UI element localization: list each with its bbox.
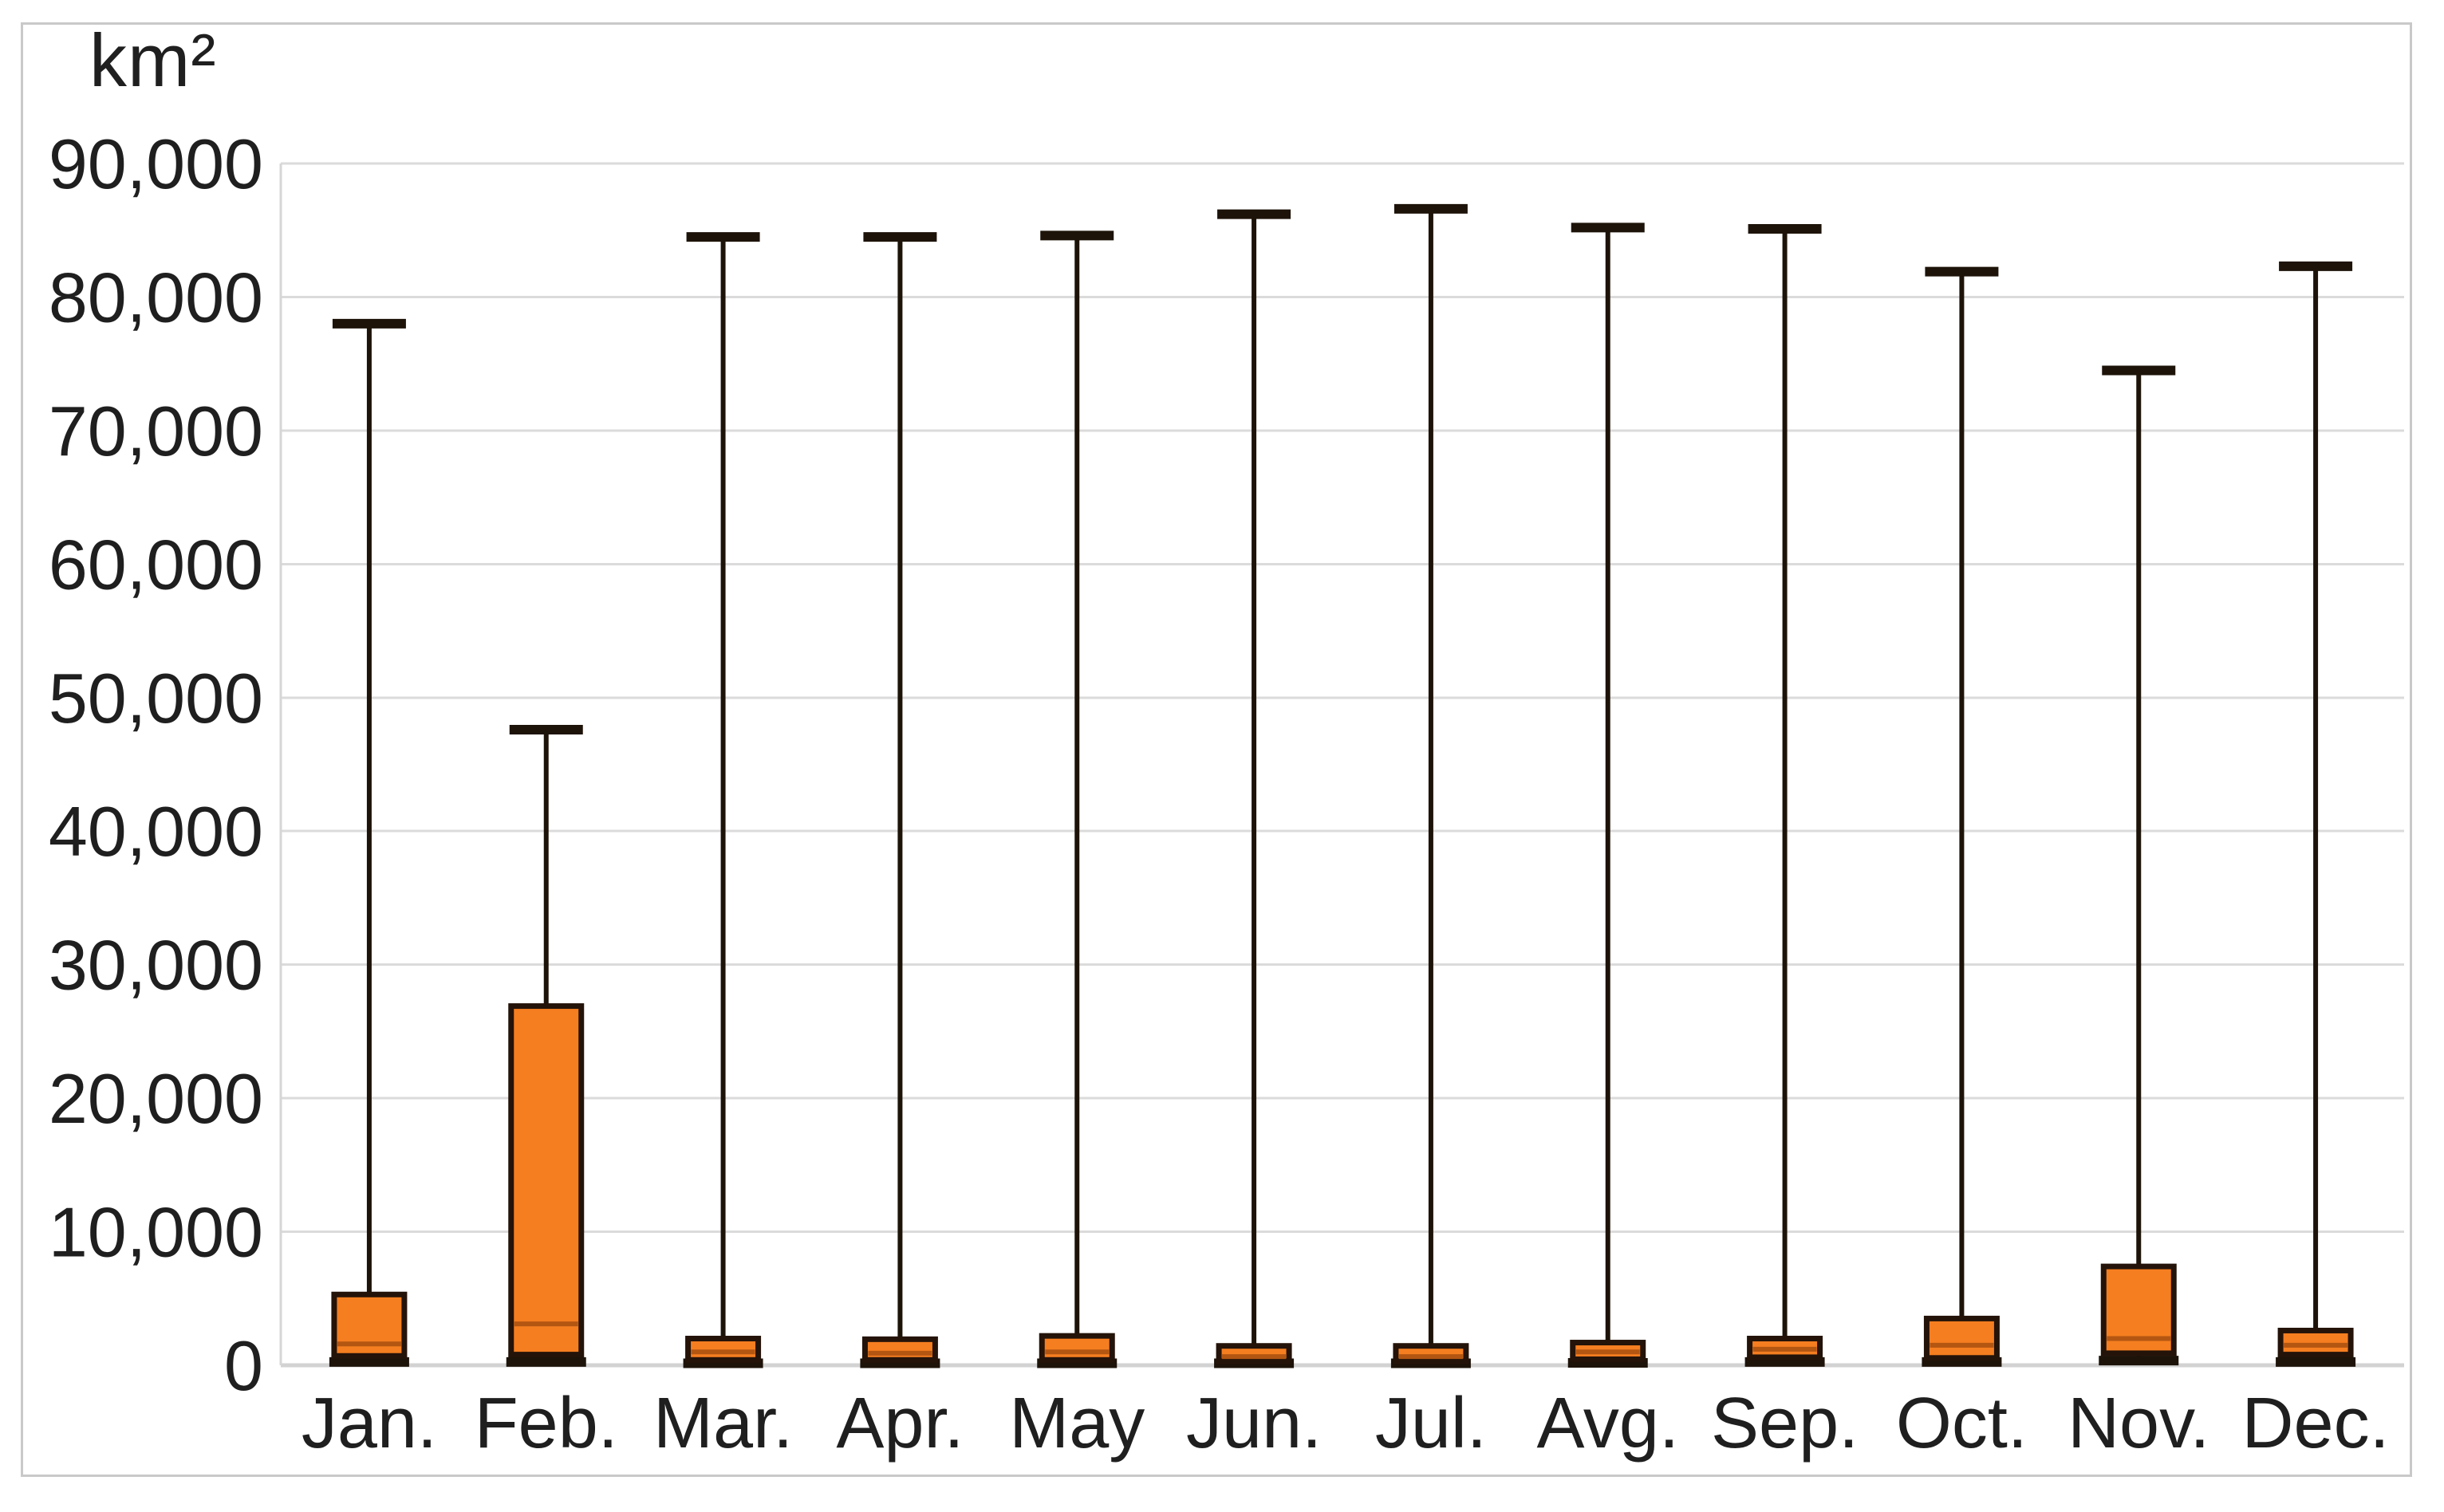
- x-tick-label: Avg.: [1537, 1384, 1679, 1463]
- boxplot-nov: Nov.: [2068, 365, 2209, 1463]
- boxplot-sep: Sep.: [1711, 224, 1859, 1463]
- x-tick-label: Jun.: [1186, 1384, 1322, 1463]
- y-tick-label: 60,000: [49, 525, 263, 604]
- boxplot-dec: Dec.: [2242, 261, 2390, 1463]
- y-axis-labels: 0 10,000 20,000 30,000 40,000 50,000 60,000 70,…: [49, 124, 263, 1405]
- iqr-box: [685, 1336, 762, 1363]
- iqr-box: [331, 1291, 408, 1359]
- chart-border: [21, 22, 2412, 1477]
- x-tick-label: Nov.: [2068, 1384, 2209, 1463]
- y-tick-label: 40,000: [49, 792, 263, 871]
- x-tick-label: Dec.: [2242, 1384, 2390, 1463]
- boxplot-may: May: [1009, 230, 1145, 1463]
- boxplot-jun: Jun.: [1186, 209, 1322, 1463]
- x-tick-label: Sep.: [1711, 1384, 1859, 1463]
- boxplot-feb: Feb.: [475, 724, 618, 1463]
- y-tick-label: 70,000: [49, 392, 263, 471]
- y-tick-label: 50,000: [49, 659, 263, 738]
- iqr-box: [861, 1336, 938, 1363]
- iqr-box: [2277, 1327, 2354, 1358]
- iqr-box: [508, 1003, 585, 1358]
- boxplot-apr: Apr.: [836, 232, 964, 1463]
- y-tick-label: 10,000: [49, 1193, 263, 1272]
- y-tick-label: 30,000: [49, 926, 263, 1005]
- boxplot-jan: Jan.: [302, 318, 437, 1463]
- y-tick-label: 0: [224, 1326, 263, 1405]
- x-tick-label: Mar.: [653, 1384, 793, 1463]
- boxplot-oct: Oct.: [1896, 266, 2028, 1463]
- y-tick-label: 80,000: [49, 258, 263, 337]
- x-tick-label: Oct.: [1896, 1384, 2028, 1463]
- x-tick-label: May: [1009, 1384, 1145, 1463]
- iqr-box: [1039, 1333, 1115, 1363]
- x-tick-label: Jul.: [1375, 1384, 1487, 1463]
- y-tick-label: 20,000: [49, 1059, 263, 1138]
- y-tick-label: 90,000: [49, 124, 263, 203]
- iqr-box: [1923, 1315, 2000, 1361]
- x-tick-label: Feb.: [475, 1384, 618, 1463]
- x-tick-label: Jan.: [302, 1384, 437, 1463]
- y-axis-title: km²: [89, 18, 217, 102]
- boxplot-avg: Avg.: [1537, 222, 1679, 1463]
- boxplot-mar: Mar.: [653, 232, 793, 1463]
- x-tick-label: Apr.: [836, 1384, 964, 1463]
- gridlines: [279, 162, 2404, 1368]
- boxplot-jul: Jul.: [1375, 203, 1487, 1463]
